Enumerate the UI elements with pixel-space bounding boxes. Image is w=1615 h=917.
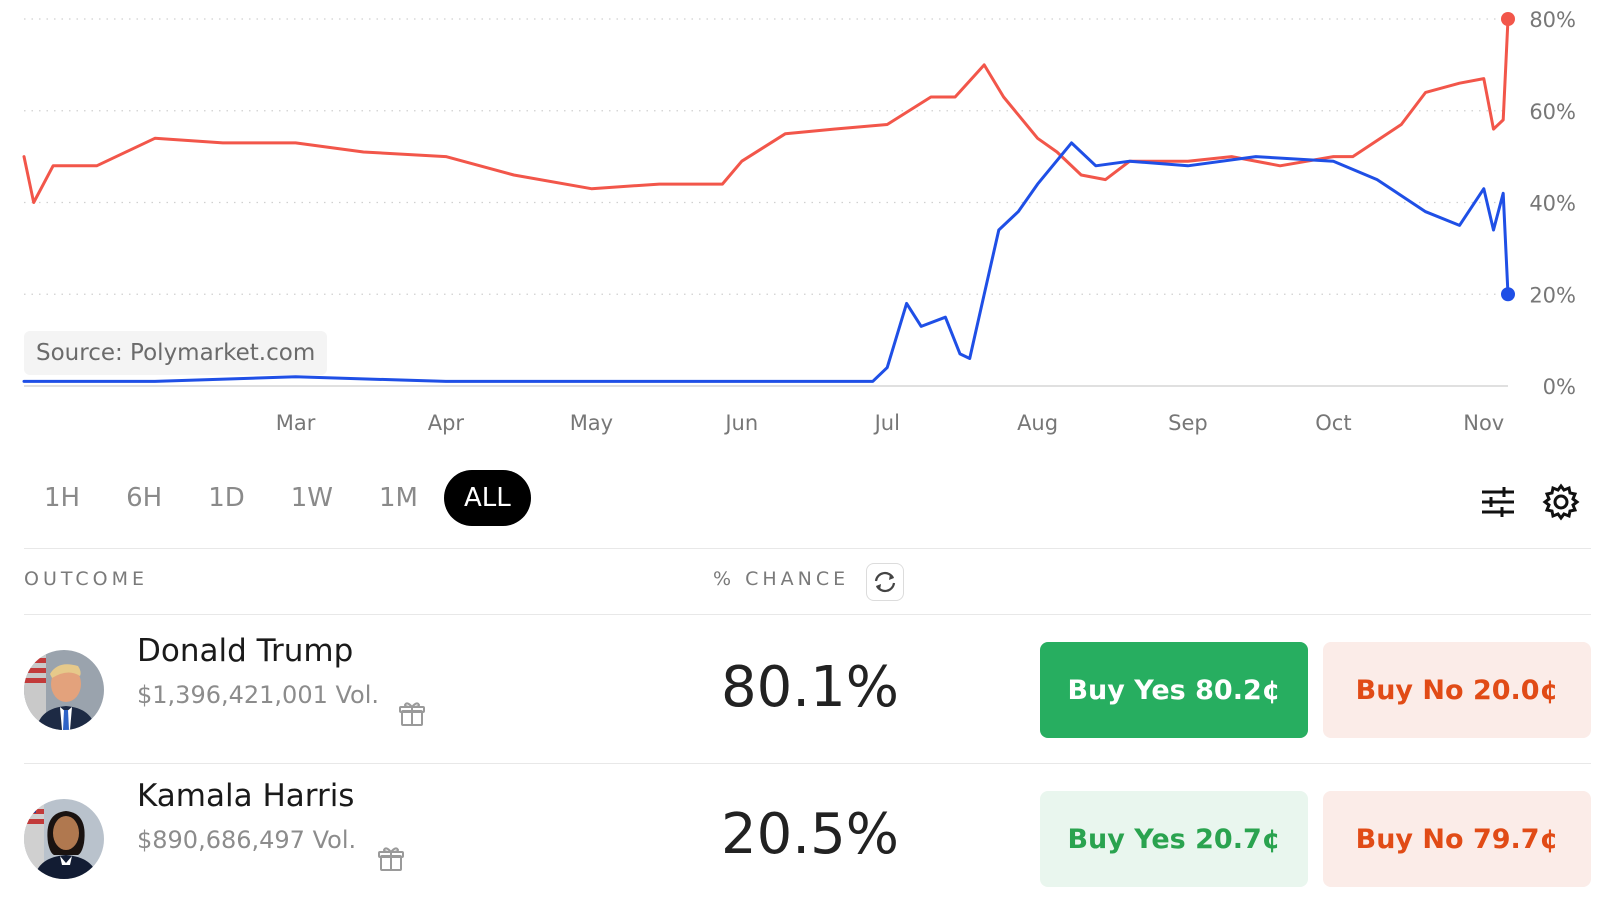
x-tick-label: Aug xyxy=(1017,411,1058,435)
avatar-harris xyxy=(24,799,104,879)
x-tick-label: May xyxy=(570,411,613,435)
buy-yes-button[interactable]: Buy Yes 20.7¢ xyxy=(1040,791,1308,887)
trump-end-point xyxy=(1501,12,1515,26)
gear-icon[interactable] xyxy=(1541,482,1581,522)
x-tick-label: Jun xyxy=(723,411,758,435)
harris-series-line xyxy=(22,141,1510,383)
chart-source-label: Source: Polymarket.com xyxy=(24,331,328,375)
x-tick-label: Sep xyxy=(1168,411,1208,435)
refresh-icon xyxy=(874,571,896,593)
candidate-volume: $890,686,497 Vol. xyxy=(137,826,357,854)
y-tick-label: 40% xyxy=(1529,192,1576,216)
candidate-name: Kamala Harris xyxy=(137,778,355,814)
range-1w-button[interactable]: 1W xyxy=(290,483,333,513)
range-1m-button[interactable]: 1M xyxy=(379,483,418,513)
range-6h-button[interactable]: 6H xyxy=(126,483,163,513)
refresh-button[interactable] xyxy=(866,563,904,601)
candidate-name: Donald Trump xyxy=(137,633,354,669)
chance-value: 80.1% xyxy=(721,655,899,720)
y-tick-label: 20% xyxy=(1529,283,1576,307)
outcome-column-header: OUTCOME xyxy=(24,568,148,590)
y-tick-label: 80% xyxy=(1529,8,1576,32)
gift-icon[interactable] xyxy=(398,700,426,728)
x-tick-label: Jul xyxy=(873,411,900,435)
sliders-icon[interactable] xyxy=(1478,482,1518,522)
candidate-volume: $1,396,421,001 Vol. xyxy=(137,681,380,709)
divider xyxy=(24,548,1591,549)
range-all-button[interactable]: ALL xyxy=(443,470,531,526)
y-tick-label: 0% xyxy=(1543,375,1576,399)
x-tick-label: Mar xyxy=(276,411,316,435)
trump-series-line xyxy=(22,17,1510,204)
divider xyxy=(24,763,1591,764)
buy-no-button[interactable]: Buy No 20.0¢ xyxy=(1323,642,1591,738)
chart-svg: 0% 20% 40% 60% 80% Mar Apr May Jun Jul Aug Sep Oct No… xyxy=(22,8,1576,435)
time-range-selector: 1H 6H 1D 1W 1M ALL xyxy=(24,470,537,526)
chance-column-header: % CHANCE xyxy=(713,568,850,590)
price-chart: 0% 20% 40% 60% 80% Mar Apr May Jun Jul Aug Sep Oct No… xyxy=(0,0,1615,440)
divider xyxy=(24,614,1591,615)
buy-yes-button[interactable]: Buy Yes 80.2¢ xyxy=(1040,642,1308,738)
chance-value: 20.5% xyxy=(721,802,899,867)
avatar-trump xyxy=(24,650,104,730)
x-tick-label: Nov xyxy=(1463,411,1504,435)
outcome-row-trump: Donald Trump $1,396,421,001 Vol. 80.1% B… xyxy=(0,615,1615,760)
harris-end-point xyxy=(1501,287,1515,302)
x-tick-label: Apr xyxy=(428,411,465,435)
x-tick-label: Oct xyxy=(1315,411,1351,435)
range-1d-button[interactable]: 1D xyxy=(208,483,245,513)
buy-no-button[interactable]: Buy No 79.7¢ xyxy=(1323,791,1591,887)
gift-icon[interactable] xyxy=(377,845,405,873)
y-tick-label: 60% xyxy=(1529,100,1576,124)
range-1h-button[interactable]: 1H xyxy=(44,483,81,513)
outcome-row-harris: Kamala Harris $890,686,497 Vol. 20.5% Bu… xyxy=(0,764,1615,909)
